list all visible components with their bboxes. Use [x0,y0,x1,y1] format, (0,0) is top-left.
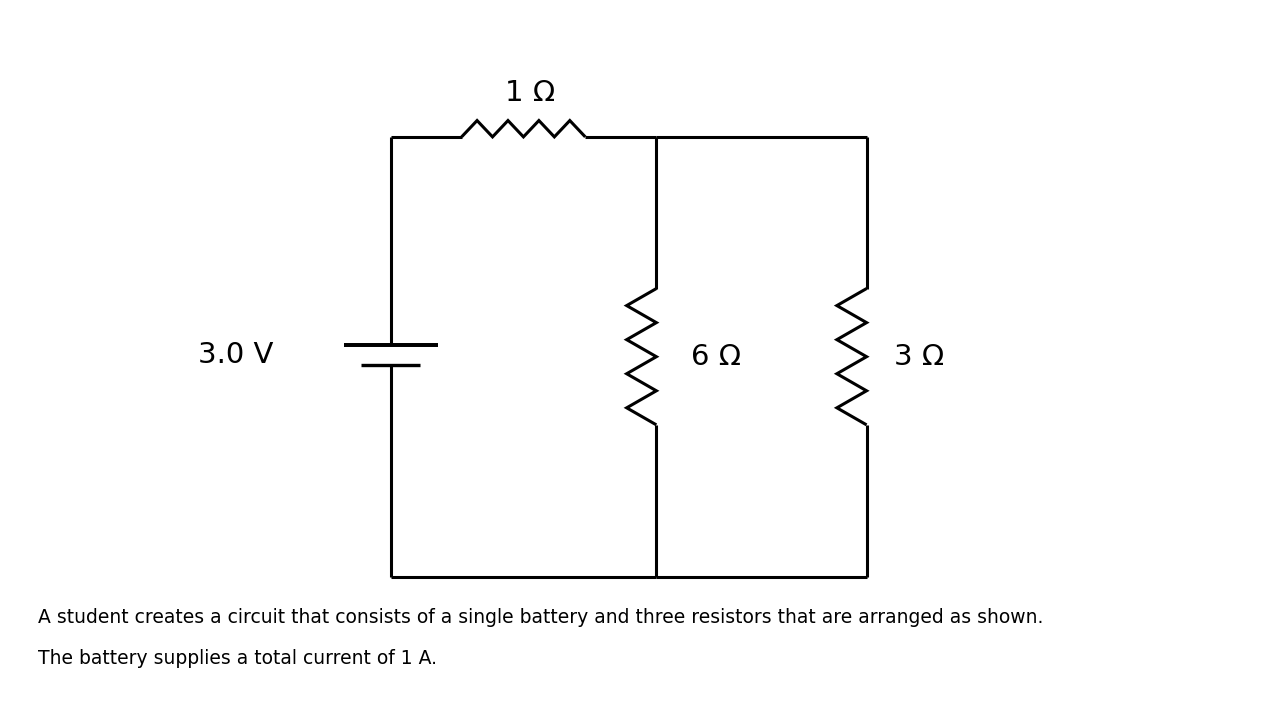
Text: 1 Ω: 1 Ω [505,79,555,106]
Text: A student creates a circuit that consists of a single battery and three resistor: A student creates a circuit that consist… [39,608,1043,627]
Text: The battery supplies a total current of 1 A.: The battery supplies a total current of … [39,649,437,668]
Text: 6 Ω: 6 Ω [690,343,741,371]
Text: 3 Ω: 3 Ω [894,343,944,371]
Text: 3.0 V: 3.0 V [197,341,273,369]
